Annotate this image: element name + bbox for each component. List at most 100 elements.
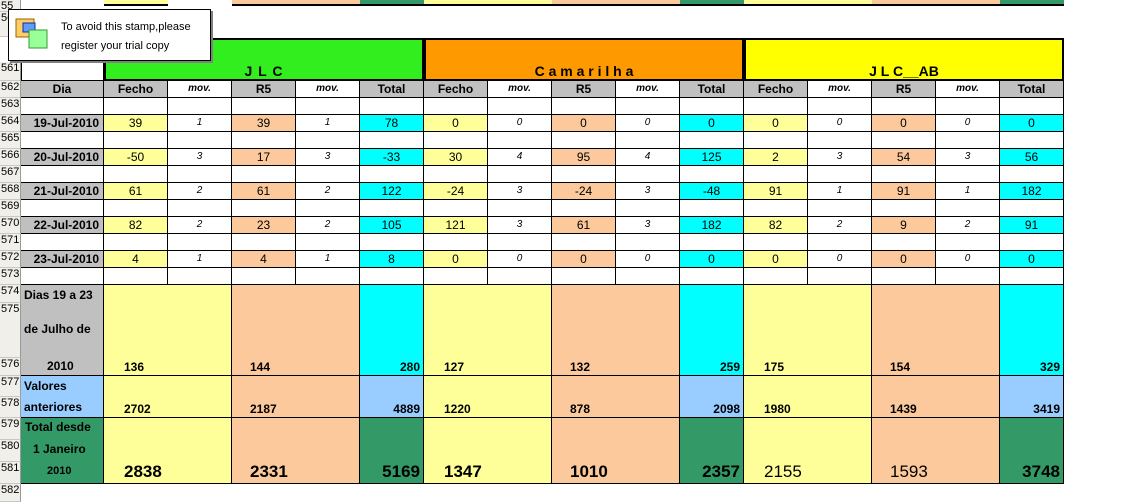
total-cell[interactable]: 0 bbox=[1000, 115, 1064, 132]
summary-fecho-cell[interactable]: 136 bbox=[104, 285, 232, 376]
row-header[interactable]: 579 bbox=[0, 418, 21, 440]
blank-cell[interactable] bbox=[168, 132, 232, 149]
mov-cell[interactable]: 2 bbox=[296, 217, 360, 234]
blank-cell[interactable] bbox=[808, 166, 872, 183]
blank-cell[interactable] bbox=[168, 234, 232, 251]
blank-cell[interactable] bbox=[872, 200, 936, 217]
blank-cell[interactable] bbox=[104, 200, 168, 217]
row-header[interactable]: 562 bbox=[0, 81, 21, 98]
header-fecho[interactable]: Fecho bbox=[104, 81, 168, 98]
summary-r5-cell[interactable]: 2187 bbox=[232, 376, 360, 418]
mov-cell[interactable]: 0 bbox=[616, 251, 680, 268]
fecho-cell[interactable]: -50 bbox=[104, 149, 168, 166]
blank-cell[interactable] bbox=[360, 200, 424, 217]
r5-cell[interactable]: 61 bbox=[232, 183, 296, 200]
blank-cell[interactable] bbox=[872, 166, 936, 183]
row-header[interactable]: 576 bbox=[0, 358, 21, 376]
fecho-cell[interactable]: 4 bbox=[104, 251, 168, 268]
row-header[interactable]: 582 bbox=[0, 484, 21, 502]
summary-total-cell[interactable]: 280 bbox=[360, 285, 424, 376]
mov-cell[interactable]: 2 bbox=[296, 183, 360, 200]
fecho-cell[interactable]: 91 bbox=[744, 183, 808, 200]
blank-cell[interactable] bbox=[168, 166, 232, 183]
blank-cell[interactable] bbox=[744, 98, 808, 115]
blank-cell[interactable] bbox=[872, 268, 936, 285]
header-mov[interactable]: mov. bbox=[808, 81, 872, 98]
blank-cell[interactable] bbox=[21, 268, 104, 285]
row-header[interactable]: 569 bbox=[0, 200, 21, 217]
summary-r5-cell[interactable]: 878 bbox=[552, 376, 680, 418]
mov-cell[interactable]: 3 bbox=[616, 183, 680, 200]
mov-cell[interactable]: 1 bbox=[936, 183, 1000, 200]
mov-cell[interactable]: 0 bbox=[936, 115, 1000, 132]
blank-cell[interactable] bbox=[104, 234, 168, 251]
row-header[interactable]: 578 bbox=[0, 397, 21, 418]
row-header[interactable]: 581 bbox=[0, 462, 21, 484]
summary-fecho-cell[interactable]: 175 bbox=[744, 285, 872, 376]
blank-cell[interactable] bbox=[1000, 132, 1064, 149]
mov-cell[interactable]: 4 bbox=[488, 149, 552, 166]
blank-cell[interactable] bbox=[21, 200, 104, 217]
mov-cell[interactable]: 1 bbox=[296, 251, 360, 268]
fecho-cell[interactable]: -24 bbox=[424, 183, 488, 200]
blank-cell[interactable] bbox=[616, 132, 680, 149]
blank-cell[interactable] bbox=[616, 234, 680, 251]
summary-total-cell[interactable]: 3419 bbox=[1000, 376, 1064, 418]
blank-cell[interactable] bbox=[21, 166, 104, 183]
row-header[interactable]: 564 bbox=[0, 115, 21, 132]
total-cell[interactable]: 91 bbox=[1000, 217, 1064, 234]
total-cell[interactable]: 105 bbox=[360, 217, 424, 234]
mov-cell[interactable]: 2 bbox=[168, 183, 232, 200]
blank-cell[interactable] bbox=[488, 166, 552, 183]
blank-cell[interactable] bbox=[552, 234, 616, 251]
r5-cell[interactable]: 54 bbox=[872, 149, 936, 166]
blank-cell[interactable] bbox=[296, 166, 360, 183]
row-header[interactable]: 566 bbox=[0, 149, 21, 166]
blank-cell[interactable] bbox=[424, 166, 488, 183]
row-header[interactable]: 568 bbox=[0, 183, 21, 200]
date-cell[interactable]: 19-Jul-2010 bbox=[21, 115, 104, 132]
blank-cell[interactable] bbox=[936, 200, 1000, 217]
r5-cell[interactable]: 91 bbox=[872, 183, 936, 200]
summary-r5-cell[interactable]: 1010 bbox=[552, 418, 680, 484]
summary-r5-cell[interactable]: 154 bbox=[872, 285, 1000, 376]
total-cell[interactable]: -48 bbox=[680, 183, 744, 200]
total-cell[interactable]: 182 bbox=[680, 217, 744, 234]
blank-cell[interactable] bbox=[1000, 268, 1064, 285]
r5-cell[interactable]: 4 bbox=[232, 251, 296, 268]
date-cell[interactable]: 22-Jul-2010 bbox=[21, 217, 104, 234]
total-cell[interactable]: 122 bbox=[360, 183, 424, 200]
header-mov[interactable]: mov. bbox=[488, 81, 552, 98]
fecho-cell[interactable]: 0 bbox=[744, 115, 808, 132]
blank-cell[interactable] bbox=[872, 234, 936, 251]
mov-cell[interactable]: 4 bbox=[616, 149, 680, 166]
blank-cell[interactable] bbox=[808, 132, 872, 149]
summary-total-cell[interactable]: 2357 bbox=[680, 418, 744, 484]
total-cell[interactable]: 0 bbox=[680, 115, 744, 132]
summary-fecho-cell[interactable]: 2702 bbox=[104, 376, 232, 418]
blank-cell[interactable] bbox=[872, 98, 936, 115]
blank-cell[interactable] bbox=[488, 132, 552, 149]
blank-cell[interactable] bbox=[424, 98, 488, 115]
blank-cell[interactable] bbox=[680, 268, 744, 285]
empty-cell[interactable] bbox=[21, 62, 104, 81]
blank-cell[interactable] bbox=[936, 132, 1000, 149]
blank-cell[interactable] bbox=[232, 268, 296, 285]
row-header[interactable]: 565 bbox=[0, 132, 21, 149]
fecho-cell[interactable]: 0 bbox=[744, 251, 808, 268]
summary-total-cell[interactable]: 259 bbox=[680, 285, 744, 376]
blank-cell[interactable] bbox=[680, 166, 744, 183]
mov-cell[interactable]: 3 bbox=[168, 149, 232, 166]
fecho-cell[interactable]: 0 bbox=[424, 115, 488, 132]
header-r5[interactable]: R5 bbox=[872, 81, 936, 98]
r5-cell[interactable]: 0 bbox=[552, 251, 616, 268]
total-cell[interactable]: -33 bbox=[360, 149, 424, 166]
r5-cell[interactable]: 0 bbox=[872, 251, 936, 268]
header-total[interactable]: Total bbox=[680, 81, 744, 98]
group-header-camarilha[interactable]: C a m a r i l h a bbox=[424, 38, 744, 81]
blank-cell[interactable] bbox=[552, 268, 616, 285]
row-header[interactable]: 575 bbox=[0, 303, 21, 358]
group-header-jlc[interactable]: J L C bbox=[104, 38, 424, 81]
mov-cell[interactable]: 3 bbox=[296, 149, 360, 166]
fecho-cell[interactable]: 0 bbox=[424, 251, 488, 268]
